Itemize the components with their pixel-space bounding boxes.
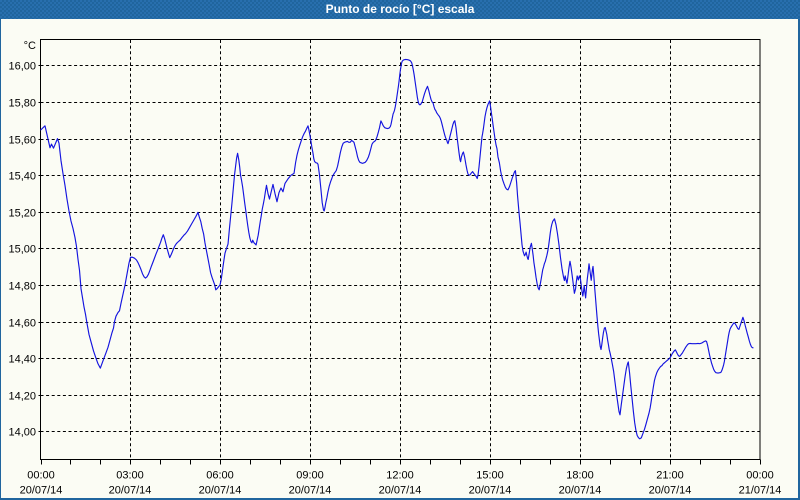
y-tick-label: 14,40	[8, 354, 36, 366]
x-tick-time-label: 15:00	[476, 470, 504, 482]
x-tick-date-label: 20/07/14	[379, 485, 422, 497]
axis-tick-labels: 16,00 15,80 15,60 15,40 15,20 15,00 14,80 14,60…	[8, 61, 781, 497]
y-tick-label: 15,80	[8, 98, 36, 110]
x-minor-ticks	[41, 459, 761, 465]
y-tick-label: 15,20	[8, 208, 36, 220]
x-tick-time-label: 06:00	[206, 470, 234, 482]
x-tick-time-label: 00:00	[27, 470, 55, 482]
x-tick-date-label: 20/07/14	[469, 485, 512, 497]
x-tick-date-label: 20/07/14	[649, 485, 692, 497]
y-tick-label: 16,00	[8, 61, 36, 73]
series-line-punto-de-roc-o	[40, 58, 754, 440]
x-tick-date-label: 20/07/14	[20, 485, 63, 497]
plot-border	[40, 39, 761, 460]
x-tick-time-label: 03:00	[116, 470, 144, 482]
y-tick-label: 14,20	[8, 391, 36, 403]
y-tick-label: 14,60	[8, 318, 36, 330]
title-bar: Punto de rocío [°C] escala	[0, 0, 800, 19]
x-tick-date-label: 20/07/14	[289, 485, 332, 497]
x-tick-date-label: 20/07/14	[199, 485, 242, 497]
x-tick-time-label: 21:00	[656, 470, 684, 482]
x-tick-date-label: 21/07/14	[739, 485, 782, 497]
y-tick-label: 15,40	[8, 171, 36, 183]
chart-title: Punto de rocío [°C] escala	[325, 2, 475, 16]
x-tick-date-label: 20/07/14	[559, 485, 602, 497]
y-tick-label: 15,60	[8, 135, 36, 147]
x-tick-time-label: 09:00	[296, 470, 324, 482]
x-tick-date-label: 20/07/14	[109, 485, 152, 497]
y-tick-label: 14,00	[8, 427, 36, 439]
y-axis-unit-label: °C	[24, 40, 36, 52]
x-tick-time-label: 12:00	[386, 470, 414, 482]
y-tick-label: 15,00	[8, 244, 36, 256]
x-tick-time-label: 18:00	[566, 470, 594, 482]
x-tick-time-label: 00:00	[746, 470, 774, 482]
y-tick-label: 14,80	[8, 281, 36, 293]
grid-lines	[38, 40, 760, 460]
